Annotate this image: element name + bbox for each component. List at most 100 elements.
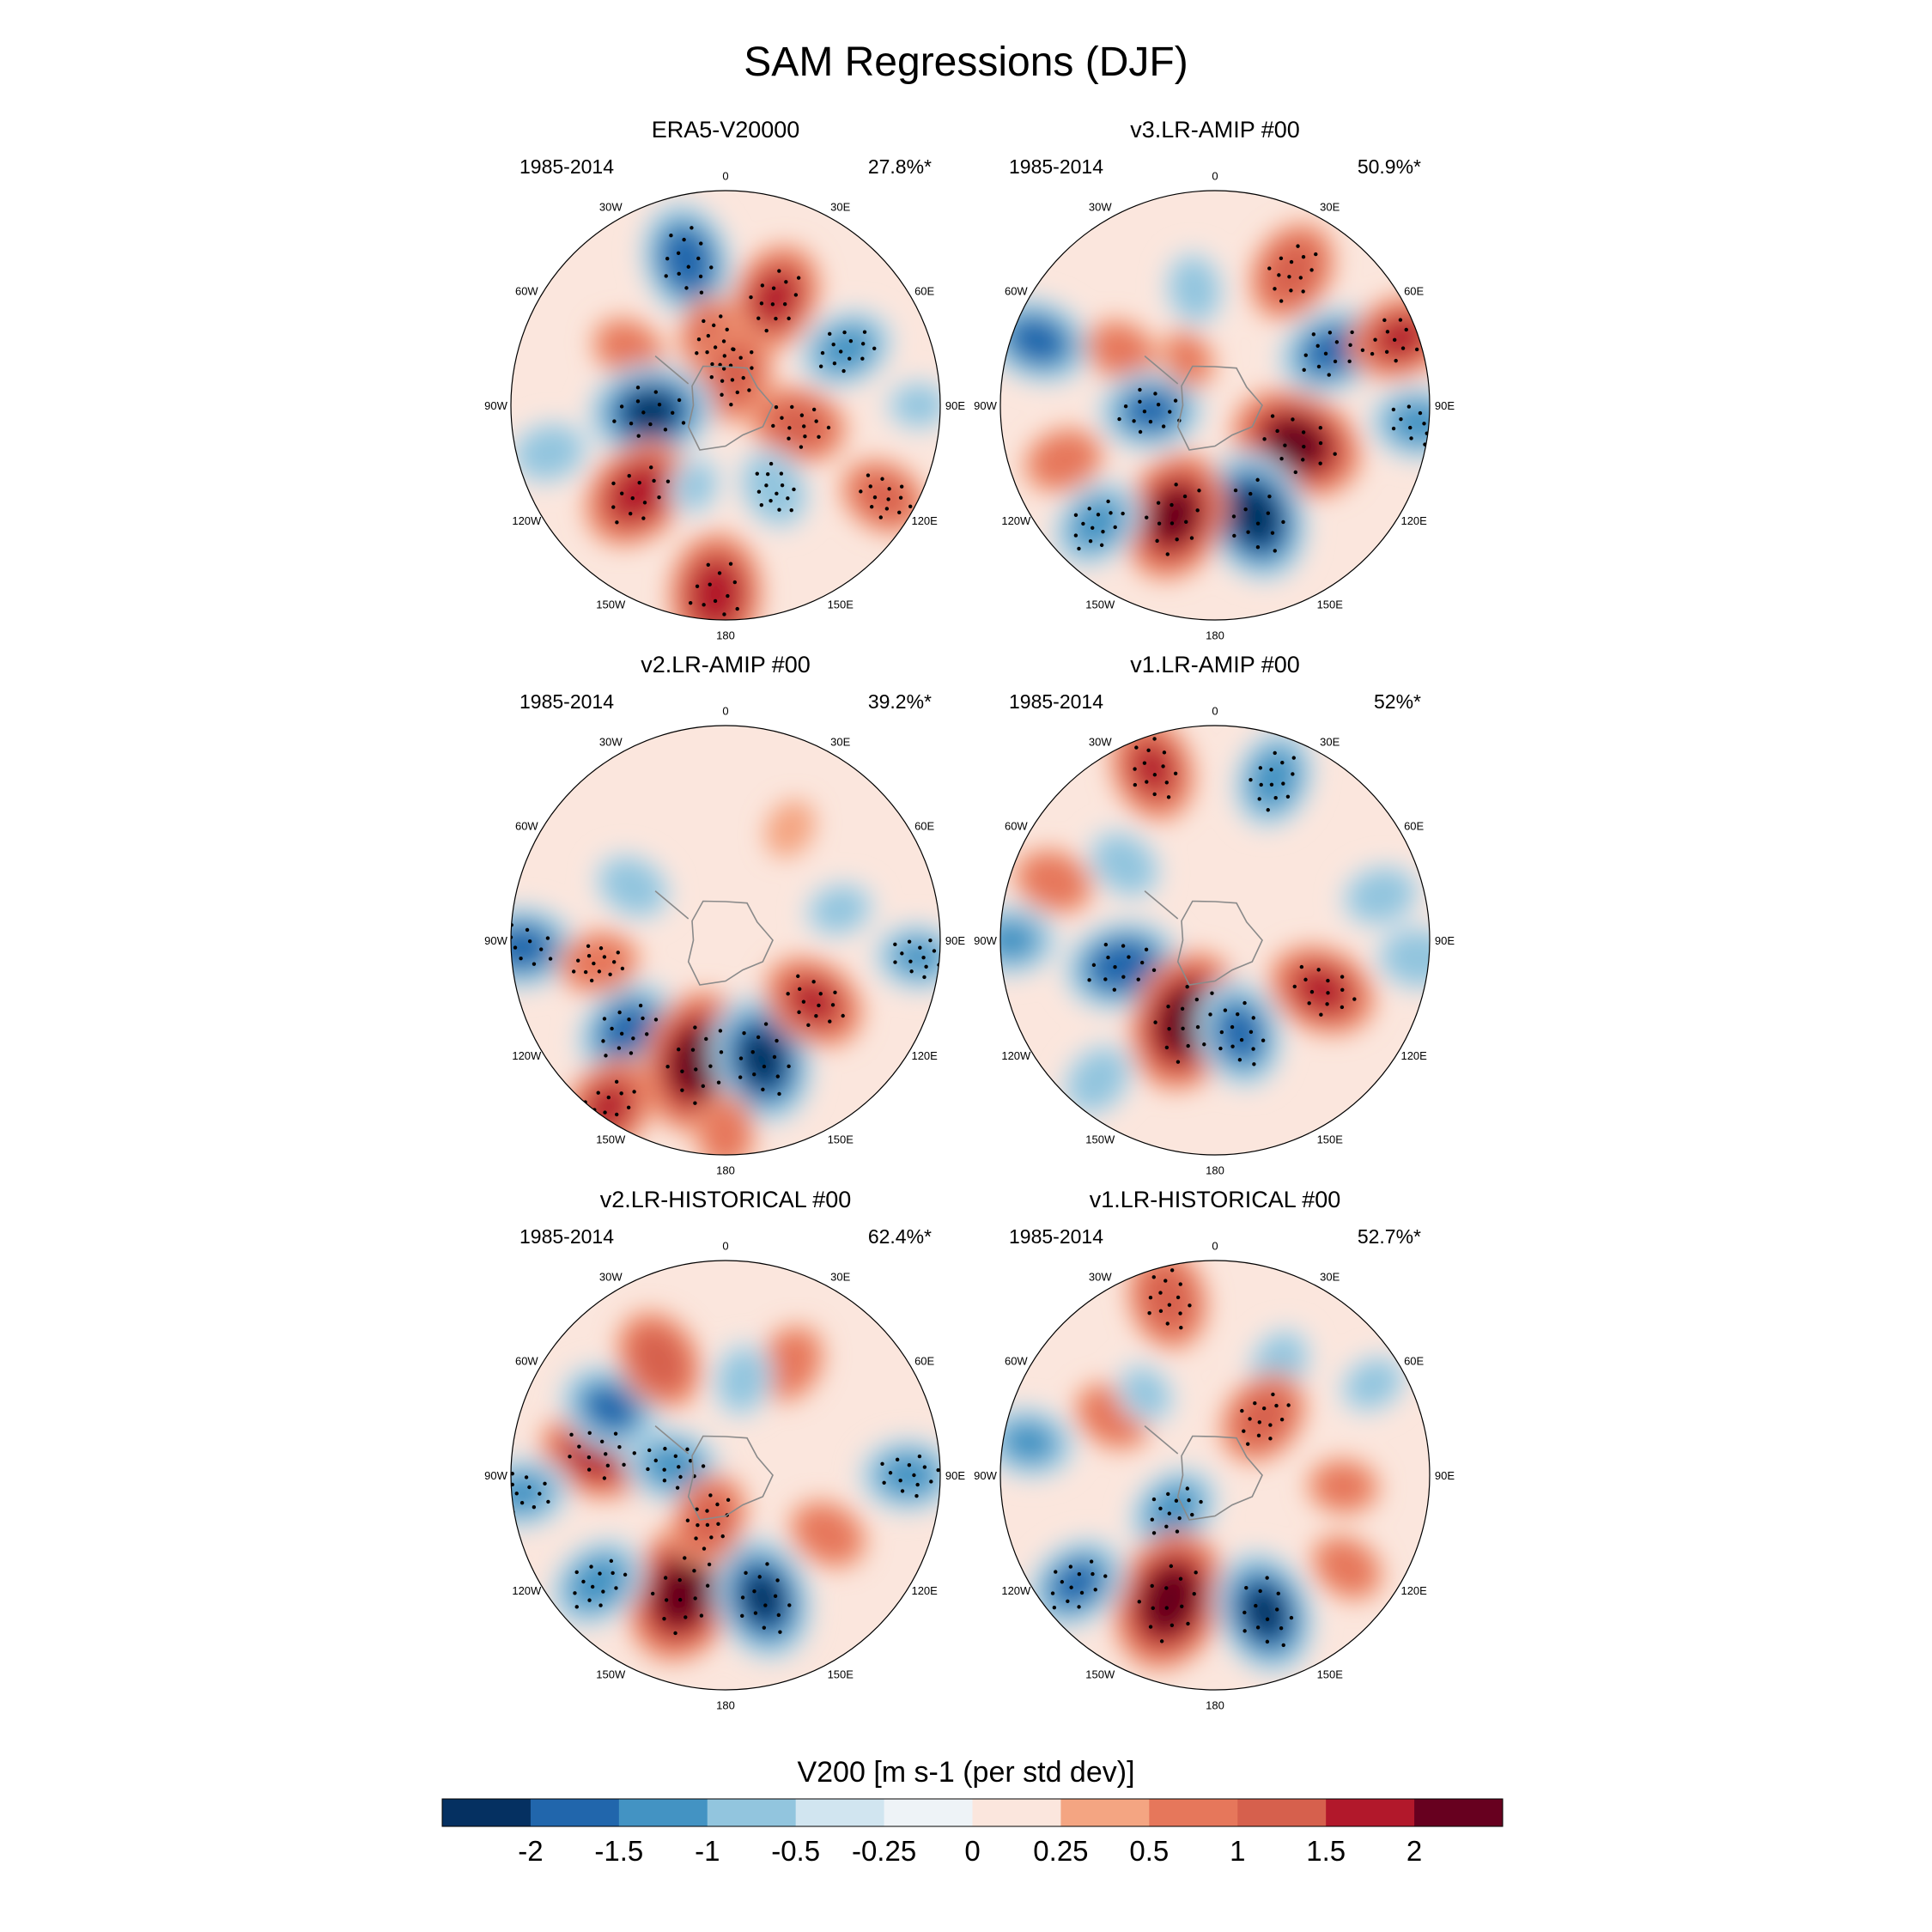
longitude-label: 90W — [974, 399, 997, 412]
panel-2: v3.LR-AMIP #00 1985-2014 50.9%* 0 30E 60E 90E 1… — [974, 117, 1455, 642]
panel-3: v2.LR-AMIP #00 1985-2014 39.2%* 0 30E 60E 90E 1… — [484, 652, 965, 1177]
colorbar-title: V200 [m s-1 (per std dev)] — [797, 1756, 1134, 1789]
colorbar-tick-label: 0.25 — [1033, 1835, 1088, 1867]
anomaly-cell — [840, 458, 927, 535]
panel-period: 1985-2014 — [519, 1225, 614, 1248]
longitude-label: 150E — [1317, 1668, 1344, 1681]
longitude-label: 120E — [911, 1049, 938, 1062]
anomaly-cell — [1306, 1457, 1381, 1516]
antarctica-coastline — [687, 1435, 774, 1521]
colorbar-swatch — [1414, 1799, 1504, 1826]
anomaly-cell — [511, 1455, 571, 1530]
longitude-label: 30E — [1320, 1270, 1340, 1283]
longitude-label: 30E — [1320, 735, 1340, 748]
significance-stipple — [511, 1431, 940, 1636]
longitude-label: 30W — [599, 735, 623, 748]
anomaly-cell — [550, 1537, 645, 1628]
panel-variance: 52.7%* — [1358, 1225, 1421, 1248]
anomaly-cell — [1249, 222, 1336, 321]
longitude-label: 60E — [914, 1354, 934, 1367]
peninsula-coastline — [654, 1425, 690, 1455]
anomaly-cell — [788, 1499, 868, 1570]
antarctica-coastline — [687, 365, 774, 451]
antarctica-coastline — [1176, 900, 1263, 986]
longitude-label: 150E — [828, 598, 854, 611]
panel-variance: 39.2%* — [868, 690, 932, 713]
anomaly-cell — [1026, 1537, 1127, 1631]
longitude-label: 120W — [1001, 1584, 1031, 1597]
colorbar-tick-label: -1 — [695, 1835, 720, 1867]
peninsula-coastline — [1144, 355, 1179, 385]
panel-period: 1985-2014 — [519, 155, 614, 178]
longitude-label: 120E — [911, 514, 938, 527]
figure-title: SAM Regressions (DJF) — [744, 39, 1188, 85]
anomaly-cell — [1163, 249, 1225, 329]
antarctica-coastline — [1176, 1435, 1263, 1521]
colorbar-swatch — [972, 1799, 1061, 1826]
map-field — [511, 1261, 940, 1690]
anomaly-cell — [671, 1473, 748, 1567]
colorbar-tick-label: -0.5 — [771, 1835, 820, 1867]
map-field — [1000, 1261, 1430, 1690]
peninsula-coastline — [1144, 1425, 1179, 1455]
anomaly-cell — [1086, 828, 1163, 901]
significance-stipple — [1050, 1268, 1294, 1648]
panel-variance: 62.4%* — [868, 1225, 932, 1248]
colorbar-tick-label: 0.5 — [1129, 1835, 1169, 1867]
anomaly-cell — [803, 880, 877, 939]
anomaly-cell — [1368, 385, 1430, 462]
longitude-label: 0 — [1212, 1240, 1218, 1253]
anomaly-cell — [616, 1310, 702, 1410]
anomaly-cell — [1160, 327, 1216, 390]
longitude-label: 60E — [914, 284, 934, 297]
map-border — [510, 190, 941, 621]
map-field — [511, 726, 940, 1155]
anomaly-cell — [872, 921, 940, 993]
map-border — [999, 725, 1431, 1156]
panel-period: 1985-2014 — [1009, 1225, 1103, 1248]
longitude-label: 90W — [484, 1469, 507, 1482]
longitude-label: 30E — [1320, 200, 1340, 213]
longitude-label: 120E — [1400, 1049, 1427, 1062]
anomaly-cell — [584, 440, 691, 547]
colorbar-tick-label: 1 — [1230, 1835, 1245, 1867]
anomaly-cell — [711, 1340, 774, 1419]
panels-group: ERA5-V20000 1985-2014 27.8%* 0 30E 60E 90E 120E… — [484, 117, 1455, 1712]
panel-period: 1985-2014 — [519, 690, 614, 713]
longitude-label: 60E — [1404, 819, 1424, 832]
longitude-label: 0 — [722, 1240, 728, 1253]
anomaly-cell — [884, 378, 940, 433]
longitude-label: 30E — [830, 1270, 850, 1283]
panel-5: v2.LR-HISTORICAL #00 1985-2014 62.4%* 0 30E 6… — [484, 1187, 965, 1712]
peninsula-coastline — [654, 355, 690, 385]
longitude-label: 60E — [1404, 1354, 1424, 1367]
longitude-label: 30E — [830, 200, 850, 213]
panel-title: v3.LR-AMIP #00 — [1130, 117, 1300, 143]
longitude-label: 90E — [945, 1469, 965, 1482]
anomaly-cell — [1232, 727, 1315, 830]
longitude-label: 30E — [830, 735, 850, 748]
anomaly-cell — [670, 453, 723, 519]
map-field — [1000, 726, 1430, 1155]
longitude-label: 60W — [515, 819, 538, 832]
longitude-label: 150W — [596, 598, 626, 611]
longitude-label: 150E — [1317, 1133, 1344, 1146]
longitude-label: 150E — [828, 1133, 854, 1146]
significance-stipple — [611, 226, 913, 620]
map-border — [510, 725, 941, 1156]
colorbar-swatch — [618, 1799, 708, 1826]
anomaly-cell — [592, 852, 672, 921]
anomaly-cell — [858, 1437, 940, 1514]
longitude-label: 60E — [1404, 284, 1424, 297]
longitude-label: 120W — [512, 514, 542, 527]
panel-title: v2.LR-HISTORICAL #00 — [600, 1187, 852, 1212]
panel-title: v1.LR-HISTORICAL #00 — [1090, 1187, 1341, 1212]
anomaly-cell — [1097, 369, 1206, 453]
longitude-label: 0 — [1212, 170, 1218, 183]
longitude-label: 30W — [599, 1270, 623, 1283]
anomaly-cell — [730, 244, 821, 353]
longitude-label: 0 — [1212, 705, 1218, 718]
map-field — [1000, 191, 1430, 620]
colorbar-frame — [441, 1798, 1504, 1827]
